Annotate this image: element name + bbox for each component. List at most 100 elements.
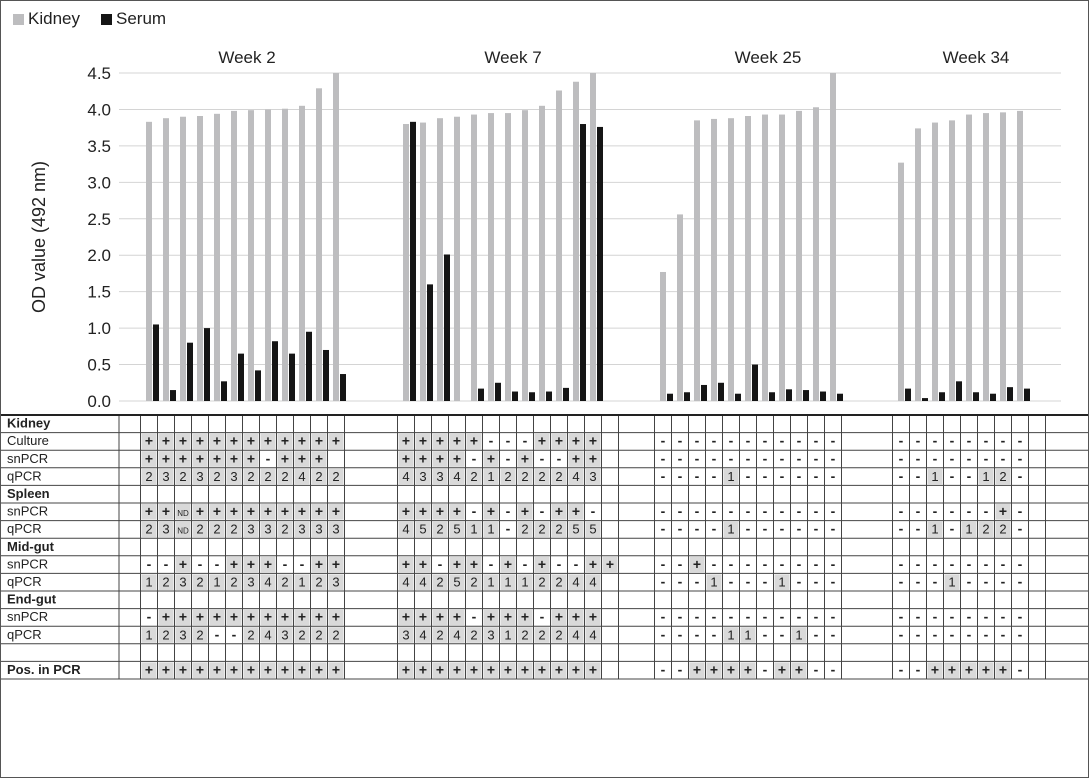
table-cell-value: - <box>489 433 494 449</box>
table-cell-value: - <box>678 468 683 484</box>
table-cell-fill <box>243 468 259 485</box>
table-cell-value: 2 <box>145 522 152 537</box>
table-cell-value: - <box>506 521 511 537</box>
table-cell-value: - <box>763 556 768 572</box>
table-cell-value: + <box>281 503 289 519</box>
table-cell-value: 1 <box>487 575 494 590</box>
table-cell-fill <box>483 468 499 485</box>
table-cell-value: - <box>215 556 220 572</box>
table-cell-value: 2 <box>436 575 443 590</box>
table-cell-fill <box>568 451 584 467</box>
table-cell-fill <box>328 609 344 626</box>
table-cell-fill <box>927 662 943 678</box>
bar-kidney <box>745 116 751 401</box>
table-cell-value: 2 <box>555 627 562 642</box>
table-cell-value: - <box>967 556 972 572</box>
table-cell-fill <box>995 662 1011 678</box>
bar-serum <box>701 384 707 401</box>
table-cell-fill <box>243 627 259 643</box>
table-cell-fill <box>294 468 310 485</box>
table-cell-fill <box>277 468 293 485</box>
table-cell-value: 3 <box>487 627 494 642</box>
table-cell-value: - <box>933 556 938 572</box>
table-cell-fill <box>466 556 482 573</box>
table-cell-value: 1 <box>487 522 494 537</box>
table-cell-fill <box>585 468 601 485</box>
table-cell-fill <box>517 451 533 467</box>
table-cell-value: + <box>538 433 546 449</box>
table-cell-value: + <box>281 433 289 449</box>
table-cell-fill <box>689 662 705 678</box>
table-cell-value: + <box>162 503 170 519</box>
table-cell-value: - <box>661 503 666 519</box>
table-cell-value: + <box>332 503 340 519</box>
table-cell-fill <box>141 662 157 678</box>
table-cell-value: + <box>315 450 323 466</box>
table-cell-value: - <box>916 468 921 484</box>
bar-kidney <box>1000 112 1006 402</box>
table-cell-fill <box>328 574 344 590</box>
table-cell-fill <box>585 627 601 643</box>
bar-serum <box>956 381 962 401</box>
table-cell-value: 1 <box>795 627 802 642</box>
table-cell-value: + <box>572 450 580 466</box>
table-cell-value: + <box>196 609 204 625</box>
table-cell-fill <box>551 609 567 626</box>
table-cell-fill <box>243 556 259 573</box>
table-cell-value: + <box>572 662 580 678</box>
table-cell-fill <box>449 521 465 538</box>
table-cell-value: 1 <box>931 469 938 484</box>
table-cell-value: - <box>967 609 972 625</box>
table-cell-value: - <box>763 609 768 625</box>
bar-kidney <box>180 116 186 401</box>
bar-kidney <box>813 107 819 401</box>
table-cell-value: - <box>695 433 700 449</box>
table-cell-value: - <box>661 450 666 466</box>
y-tick-label: 0.5 <box>87 356 111 375</box>
table-row-label: snPCR <box>7 609 48 624</box>
table-cell-value: 4 <box>572 575 579 590</box>
table-cell-fill <box>141 468 157 485</box>
bar-serum <box>735 393 741 401</box>
table-cell-value: - <box>591 503 596 519</box>
table-cell-value: + <box>247 433 255 449</box>
bar-kidney <box>573 81 579 401</box>
table-cell-value: 2 <box>281 575 288 590</box>
table-cell-value: + <box>589 556 597 572</box>
table-cell-fill <box>226 574 242 590</box>
table-cell-fill <box>294 627 310 643</box>
bar-serum <box>153 324 159 401</box>
bar-kidney <box>983 113 989 401</box>
table-cell-fill <box>398 627 414 643</box>
table-cell-value: - <box>1018 468 1023 484</box>
table-cell-fill <box>449 627 465 643</box>
table-cell-value: 3 <box>332 522 339 537</box>
bar-kidney <box>694 120 700 401</box>
table-cell-fill <box>243 451 259 467</box>
table-cell-value: - <box>967 574 972 590</box>
table-cell-value: - <box>814 503 819 519</box>
table-cell-value: - <box>780 521 785 537</box>
table-cell-fill <box>432 609 448 626</box>
bar-serum <box>905 388 911 401</box>
table-cell-fill <box>311 504 327 520</box>
table-cell-fill <box>432 662 448 678</box>
table-cell-value: + <box>931 662 939 678</box>
bar-kidney <box>299 105 305 402</box>
table-cell-fill <box>260 627 276 643</box>
table-cell-fill <box>517 504 533 520</box>
legend-kidney-label: Kidney <box>28 9 80 28</box>
table-cell-value: 4 <box>402 575 409 590</box>
table-cell-fill <box>175 556 191 573</box>
bar-serum <box>752 364 758 401</box>
table-cell-value: - <box>950 626 955 642</box>
table-cell-value: 2 <box>298 627 305 642</box>
table-cell-fill <box>141 521 157 538</box>
table-cell-value: 3 <box>402 627 409 642</box>
table-cell-fill <box>723 521 739 538</box>
table-cell-value: + <box>504 609 512 625</box>
table-cell-value: 2 <box>315 575 322 590</box>
table-cell-fill <box>175 451 191 467</box>
table-cell-fill <box>260 468 276 485</box>
table-cell-value: + <box>179 556 187 572</box>
